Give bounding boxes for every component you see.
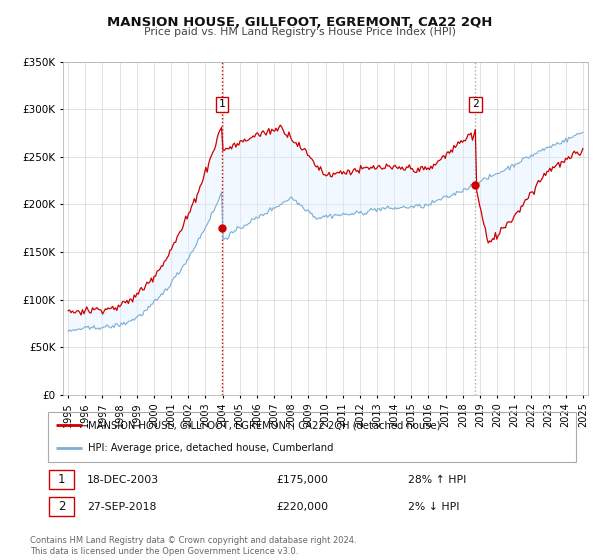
Text: 28% ↑ HPI: 28% ↑ HPI (408, 475, 466, 485)
Text: MANSION HOUSE, GILLFOOT, EGREMONT, CA22 2QH (detached house): MANSION HOUSE, GILLFOOT, EGREMONT, CA22 … (88, 420, 440, 430)
Text: 1: 1 (218, 100, 225, 109)
Text: 18-DEC-2003: 18-DEC-2003 (87, 475, 159, 485)
Text: 2% ↓ HPI: 2% ↓ HPI (408, 502, 460, 512)
Text: MANSION HOUSE, GILLFOOT, EGREMONT, CA22 2QH: MANSION HOUSE, GILLFOOT, EGREMONT, CA22 … (107, 16, 493, 29)
Text: Price paid vs. HM Land Registry's House Price Index (HPI): Price paid vs. HM Land Registry's House … (144, 27, 456, 37)
Text: 2: 2 (472, 100, 479, 109)
Text: 1: 1 (58, 473, 65, 487)
Text: Contains HM Land Registry data © Crown copyright and database right 2024.
This d: Contains HM Land Registry data © Crown c… (30, 536, 356, 556)
Text: HPI: Average price, detached house, Cumberland: HPI: Average price, detached house, Cumb… (88, 444, 333, 454)
Text: £220,000: £220,000 (276, 502, 328, 512)
Text: 2: 2 (58, 500, 65, 514)
Text: 27-SEP-2018: 27-SEP-2018 (87, 502, 157, 512)
Text: £175,000: £175,000 (276, 475, 328, 485)
